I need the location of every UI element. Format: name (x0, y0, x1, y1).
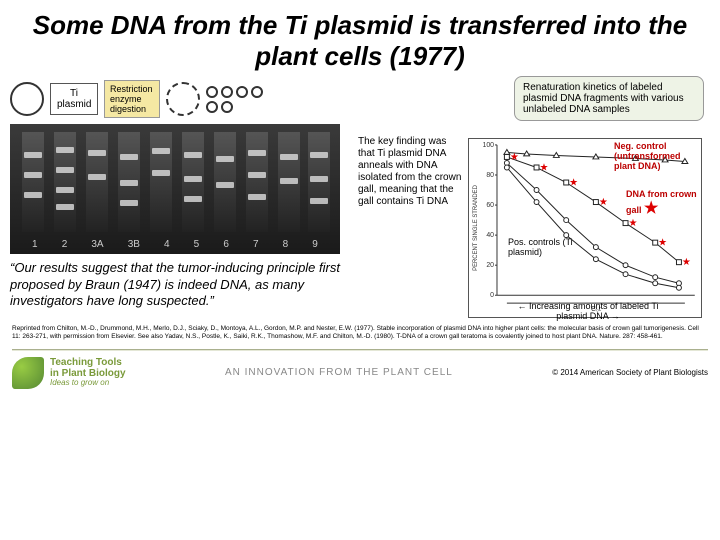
footer-divider (12, 349, 708, 351)
svg-text:60: 60 (486, 202, 494, 209)
svg-text:★: ★ (629, 218, 638, 229)
pos-control-label: Pos. controls (Ti plasmid) (508, 238, 588, 258)
svg-text:80: 80 (486, 172, 494, 179)
plasmid-circle-icon (10, 82, 44, 116)
key-finding-text: The key finding was that Ti plasmid DNA … (358, 136, 462, 208)
svg-text:★: ★ (682, 258, 691, 269)
svg-text:40: 40 (486, 232, 494, 239)
increasing-text: Increasing amounts of labeled Ti plasmid… (529, 301, 659, 321)
ti-plasmid-label: Ti plasmid (50, 83, 98, 115)
neg-control-label: Neg. control (untransformed plant DNA) (614, 142, 700, 172)
tt-line1: Teaching Tools (50, 357, 122, 368)
innovation-text: AN INNOVATION FROM THE PLANT CELL (225, 367, 453, 378)
teaching-tools-logo: Teaching Tools in Plant Biology Ideas to… (12, 357, 126, 389)
renaturation-caption: Renaturation kinetics of labeled plasmid… (514, 76, 704, 121)
tt-tagline: Ideas to grow on (50, 379, 126, 388)
gel-image: 123A3B456789 (10, 124, 340, 254)
svg-text:PERCENT SINGLE STRANDED: PERCENT SINGLE STRANDED (473, 185, 479, 271)
svg-text:0: 0 (490, 293, 494, 300)
star-icon: ★ (644, 200, 658, 217)
restriction-enzyme-label: Restriction enzyme digestion (104, 80, 160, 118)
left-panel: Ti plasmid Restriction enzyme digestion … (10, 80, 350, 309)
svg-text:★: ★ (510, 152, 519, 163)
quote-text: “Our results suggest that the tumor-indu… (10, 260, 350, 309)
copyright-text: © 2014 American Society of Plant Biologi… (552, 368, 708, 377)
digested-circle-icon (166, 82, 200, 116)
increasing-amounts-label: ← Increasing amounts of labeled Ti plasm… (508, 302, 668, 322)
svg-text:★: ★ (599, 197, 608, 208)
svg-text:★: ★ (569, 178, 578, 189)
right-panel: Renaturation kinetics of labeled plasmid… (358, 80, 708, 309)
main-content: Ti plasmid Restriction enzyme digestion … (0, 80, 720, 309)
svg-text:★: ★ (658, 238, 667, 249)
svg-text:20: 20 (486, 263, 494, 270)
crown-gall-text: DNA from crown gall (626, 189, 697, 215)
plasmid-digestion-row: Ti plasmid Restriction enzyme digestion (10, 80, 350, 118)
svg-text:★: ★ (540, 163, 549, 174)
leaf-icon (12, 357, 44, 389)
footer: Teaching Tools in Plant Biology Ideas to… (0, 355, 720, 389)
fragments-icon (206, 86, 266, 113)
gel-lane-labels: 123A3B456789 (10, 239, 340, 250)
citation-text: Reprinted from Chilton, M.-D., Drummond,… (0, 321, 720, 345)
crown-gall-label: DNA from crown gall ★ (626, 190, 700, 217)
svg-text:100: 100 (482, 142, 494, 149)
page-title: Some DNA from the Ti plasmid is transfer… (0, 0, 720, 80)
